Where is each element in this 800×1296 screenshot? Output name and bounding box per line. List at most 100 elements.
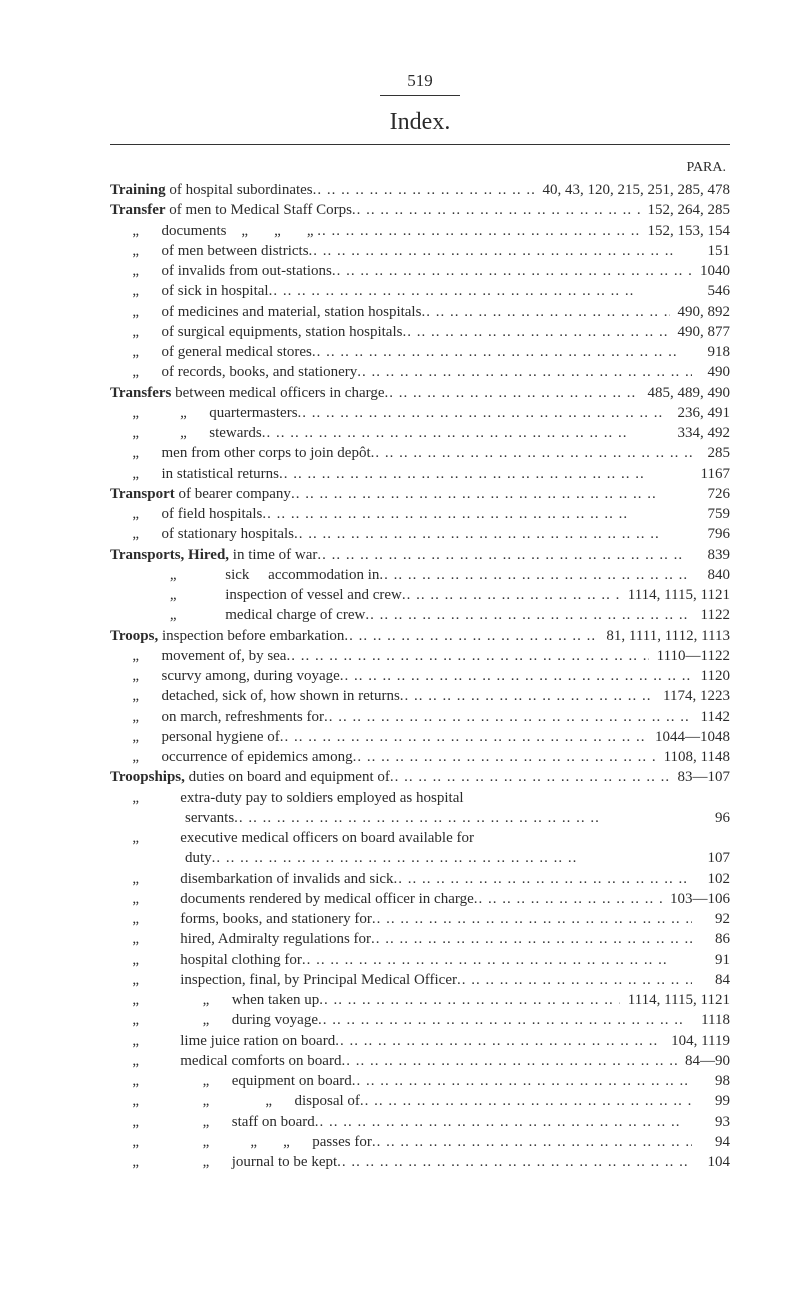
index-page: 519 Index. PARA. Training of hospital su… — [0, 0, 800, 1232]
entry-text: „ „ „ disposal of — [110, 1091, 360, 1111]
leader-dots — [353, 747, 656, 767]
entry-text: „ „ „ „ passes for — [110, 1132, 372, 1152]
entry-text: „ of records, books, and stationery — [110, 362, 357, 382]
leader-dots — [291, 484, 692, 504]
entry-para-number: 759 — [692, 504, 730, 524]
entry-text: „ occurrence of epidemics among — [110, 747, 353, 767]
entry-text: „ of men between districts — [110, 241, 309, 261]
index-entry: „ on march, refreshments for1142 — [110, 707, 730, 727]
index-entry: duty107 — [110, 848, 730, 868]
entry-para-number: 1040 — [692, 261, 730, 281]
index-entry: Troops, inspection before embarkation81,… — [110, 626, 730, 646]
index-entry: „ documents rendered by medical officer … — [110, 889, 730, 909]
entry-text: Training of hospital subordinates — [110, 180, 313, 200]
index-entry: „ „ equipment on board98 — [110, 1071, 730, 1091]
entry-text: „ men from other corps to join depôt — [110, 443, 371, 463]
leader-dots — [400, 686, 655, 706]
entry-para-number: 104 — [692, 1152, 730, 1172]
leader-dots — [372, 1132, 692, 1152]
index-entry: „ occurrence of epidemics among 1108, 114… — [110, 747, 730, 767]
leader-dots — [269, 281, 692, 301]
index-entry: Troopships, duties on board and equipmen… — [110, 767, 730, 787]
index-entry: „ executive medical officers on board av… — [110, 828, 730, 848]
leader-dots — [280, 727, 647, 747]
entry-para-number: 334, 492 — [670, 423, 731, 443]
entry-para-number: 86 — [692, 929, 730, 949]
leader-dots — [379, 565, 692, 585]
entry-para-number: 1108, 1148 — [656, 747, 730, 767]
entry-para-number: 1110—1122 — [649, 646, 730, 666]
entry-text: „ of stationary hospitals — [110, 524, 294, 544]
leader-dots — [318, 1010, 692, 1030]
index-entry: „ „ quartermasters236, 491 — [110, 403, 730, 423]
index-entry: „ sick accommodation in840 — [110, 565, 730, 585]
entry-text: „ „ journal to be kept — [110, 1152, 337, 1172]
index-entry: „ lime juice ration on board 104, 1119 — [110, 1031, 730, 1051]
leader-dots — [372, 909, 692, 929]
entry-text: „ lime juice ration on board — [110, 1031, 335, 1051]
entry-text: „ „ quartermasters — [110, 403, 298, 423]
entry-para-number: 84 — [692, 970, 730, 990]
leader-dots — [234, 808, 692, 828]
entry-text: duty — [110, 848, 212, 868]
entry-para-number: 84—90 — [677, 1051, 730, 1071]
index-entry: „ detached, sick of, how shown in return… — [110, 686, 730, 706]
leader-dots — [302, 950, 692, 970]
entry-para-number: 152, 264, 285 — [640, 200, 731, 220]
leader-dots — [309, 241, 692, 261]
entry-para-number: 490, 892 — [670, 302, 731, 322]
leader-dots — [324, 707, 692, 727]
entry-text: Transfer of men to Medical Staff Corps — [110, 200, 352, 220]
entry-text: „ of field hospitals — [110, 504, 262, 524]
entry-text: „ on march, refreshments for — [110, 707, 324, 727]
leader-dots — [319, 990, 620, 1010]
index-entry: „ of general medical stores918 — [110, 342, 730, 362]
entry-text: „ inspection of vessel and crew — [110, 585, 402, 605]
index-entry: „ „ during voyage1118 — [110, 1010, 730, 1030]
entry-para-number: 103—106 — [662, 889, 730, 909]
index-entry: „ extra-duty pay to soldiers employed as… — [110, 788, 730, 808]
entry-para-number: 546 — [692, 281, 730, 301]
entry-para-number: 1174, 1223 — [655, 686, 730, 706]
entry-para-number: 1122 — [692, 605, 730, 625]
entry-para-number: 485, 489, 490 — [640, 383, 731, 403]
entry-text: Transports, Hired, in time of war — [110, 545, 317, 565]
index-entry: „ documents „ „ „152, 153, 154 — [110, 221, 730, 241]
entry-para-number: 152, 153, 154 — [640, 221, 731, 241]
index-entry: Transfer of men to Medical Staff Corps 15… — [110, 200, 730, 220]
index-entry: servants96 — [110, 808, 730, 828]
entry-text: Transport of bearer company — [110, 484, 291, 504]
entry-para-number: 1120 — [692, 666, 730, 686]
index-entry: „ of records, books, and stationery 490 — [110, 362, 730, 382]
leader-dots — [313, 180, 535, 200]
entry-para-number: 92 — [692, 909, 730, 929]
entry-para-number: 40, 43, 120, 215, 251, 285, 478 — [535, 180, 731, 200]
entry-text: „ of general medical stores — [110, 342, 312, 362]
entry-text: „ hospital clothing for — [110, 950, 302, 970]
index-entry: „ scurvy among, during voyage1120 — [110, 666, 730, 686]
leader-dots — [457, 970, 692, 990]
index-entry: „ of field hospitals 759 — [110, 504, 730, 524]
index-entry: „ hired, Admiralty regulations for86 — [110, 929, 730, 949]
leader-dots — [286, 646, 648, 666]
entry-text: „ „ equipment on board — [110, 1071, 352, 1091]
entry-para-number: 151 — [692, 241, 730, 261]
leader-dots — [312, 342, 692, 362]
short-rule — [380, 95, 460, 96]
leader-dots — [332, 261, 692, 281]
entry-para-number: 839 — [692, 545, 730, 565]
leader-dots — [371, 443, 692, 463]
entry-para-number: 93 — [692, 1112, 730, 1132]
entry-para-number: 490 — [692, 362, 730, 382]
entry-text: „ executive medical officers on board av… — [110, 828, 474, 848]
leader-dots — [317, 545, 692, 565]
leader-dots — [402, 322, 669, 342]
leader-dots — [315, 1112, 692, 1132]
index-entry: „ inspection, final, by Principal Medica… — [110, 970, 730, 990]
entry-text: „ personal hygiene of — [110, 727, 280, 747]
index-entry: Training of hospital subordinates 40, 43,… — [110, 180, 730, 200]
index-entry: „ „ „ „ passes for94 — [110, 1132, 730, 1152]
entry-para-number: 104, 1119 — [663, 1031, 730, 1051]
leader-dots — [340, 666, 692, 686]
leader-dots — [294, 524, 692, 544]
